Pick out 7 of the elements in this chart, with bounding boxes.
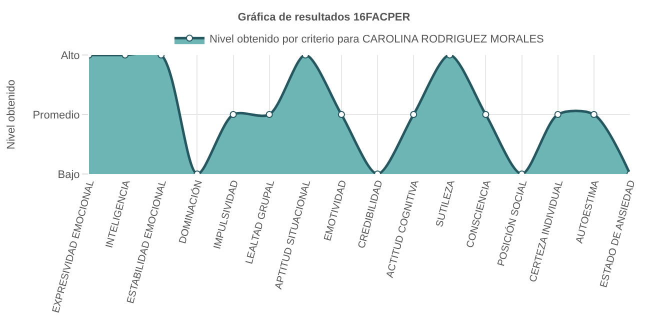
legend-label: Nivel obtenido por criterio para CAROLINA RODRIGUEZ MORALES bbox=[210, 33, 544, 46]
chart-title: Gráfica de resultados 16FACPER bbox=[238, 12, 410, 24]
category-label: Alto bbox=[60, 50, 80, 62]
category-label: Bajo bbox=[58, 168, 80, 181]
x-tick-label: LEALTAD GRUPAL bbox=[244, 178, 278, 266]
category-label: Promedio bbox=[32, 109, 80, 122]
y-axis-title: Nivel obtenido bbox=[5, 80, 18, 150]
